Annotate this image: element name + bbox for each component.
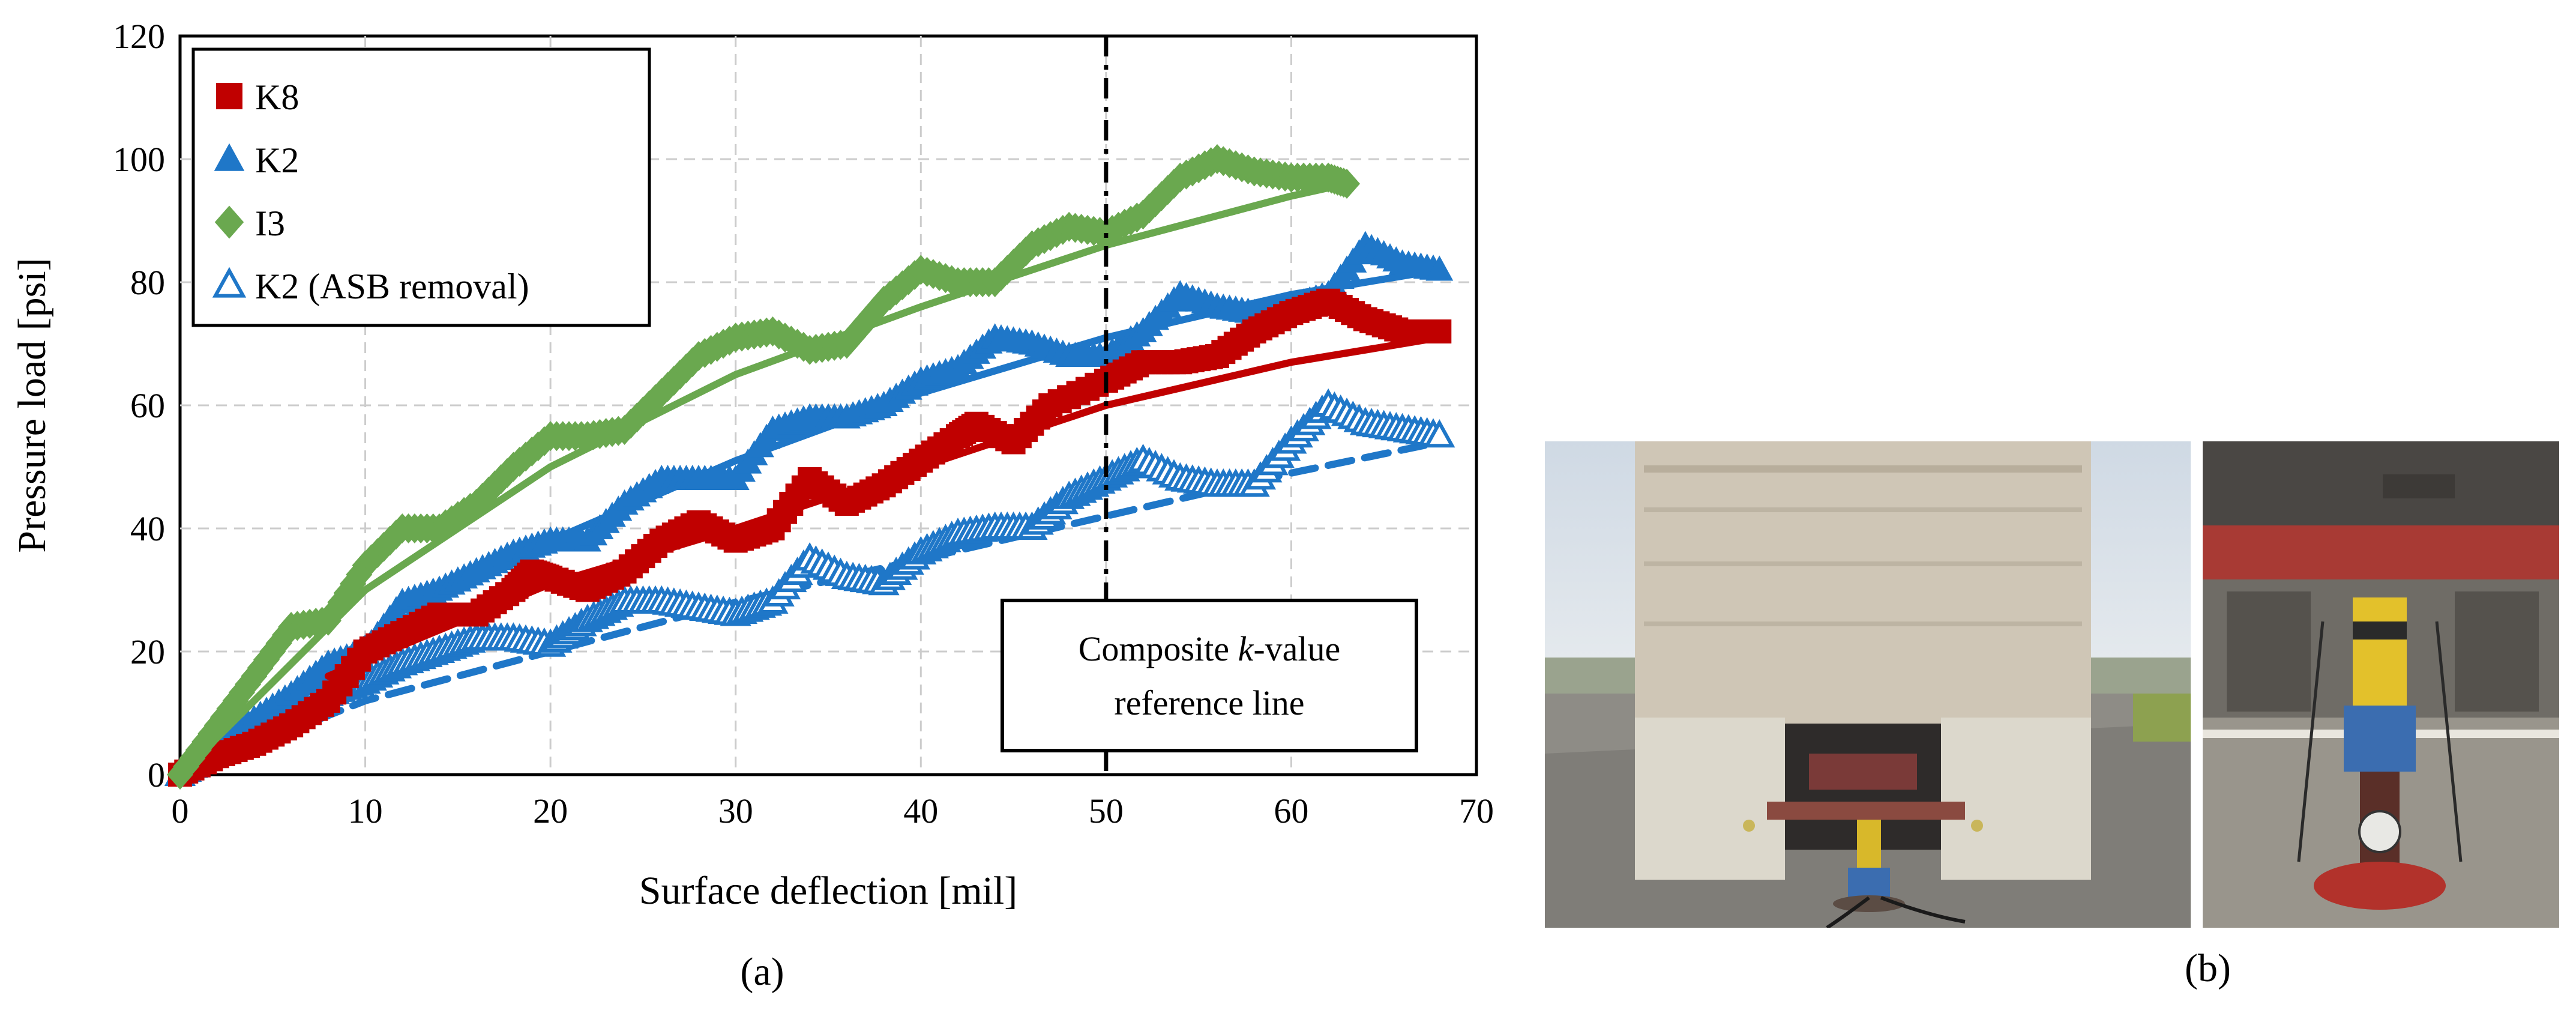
legend-label: I3 bbox=[255, 204, 285, 243]
x-tick-label: 60 bbox=[1274, 791, 1308, 830]
y-tick-label: 60 bbox=[130, 386, 165, 425]
legend-marker bbox=[214, 205, 244, 239]
reference-annotation: Composite k-value reference line bbox=[1001, 599, 1418, 752]
legend-label: K2 bbox=[255, 141, 299, 180]
x-tick-label: 0 bbox=[172, 791, 189, 830]
legend-label: K2 (ASB removal) bbox=[255, 267, 529, 306]
x-tick-label: 40 bbox=[903, 791, 938, 830]
data-point bbox=[1424, 419, 1455, 448]
pressure-deflection-chart: 0 10 20 30 40 50 60 70 0 20 40 60 80 100 120 Composite… bbox=[10, 17, 1494, 994]
reference-annotation-line2: reference line bbox=[1114, 683, 1304, 722]
load-cell-photo bbox=[2203, 441, 2559, 928]
x-tick-label: 30 bbox=[718, 791, 753, 830]
series-3 bbox=[164, 388, 1455, 786]
y-tick-label: 40 bbox=[130, 509, 165, 548]
x-tick-label: 50 bbox=[1089, 791, 1124, 830]
y-tick-label: 0 bbox=[148, 755, 165, 794]
reference-annotation-line1: Composite k-value bbox=[1079, 629, 1341, 668]
legend-marker bbox=[214, 143, 245, 171]
series-1 bbox=[166, 231, 1454, 785]
photo-panel: (b) bbox=[1536, 0, 2576, 1013]
x-tick-label: 20 bbox=[533, 791, 568, 830]
data-point bbox=[1425, 255, 1454, 281]
series-0 bbox=[168, 288, 1452, 787]
y-axis-label: Pressure load [psi] bbox=[10, 258, 54, 552]
legend-box bbox=[191, 47, 651, 327]
legend-marker bbox=[212, 267, 247, 298]
x-tick-label: 10 bbox=[348, 791, 383, 830]
legend-marker bbox=[216, 83, 242, 109]
legend-label: K8 bbox=[255, 77, 299, 117]
x-axis-label: Surface deflection [mil] bbox=[639, 869, 1017, 913]
y-tick-label: 20 bbox=[130, 632, 165, 671]
x-tick-label: 70 bbox=[1459, 791, 1494, 830]
panel-label-b: (b) bbox=[2185, 946, 2231, 990]
series-2 bbox=[167, 144, 1360, 790]
data-point bbox=[1427, 319, 1452, 343]
y-tick-label: 100 bbox=[113, 140, 165, 179]
legend: K8 K2 I3 K2 (ASB removal) bbox=[191, 47, 651, 327]
truck-photo bbox=[1545, 441, 2191, 928]
y-tick-label: 80 bbox=[130, 263, 165, 302]
panel-label-a: (a) bbox=[740, 950, 784, 994]
series-layer bbox=[164, 144, 1455, 790]
reference-annotation-box bbox=[1001, 599, 1418, 752]
y-tick-label: 120 bbox=[113, 17, 165, 56]
tick-labels: 0 10 20 30 40 50 60 70 0 20 40 60 80 100 120 bbox=[113, 17, 1494, 830]
data-point bbox=[1334, 169, 1360, 199]
